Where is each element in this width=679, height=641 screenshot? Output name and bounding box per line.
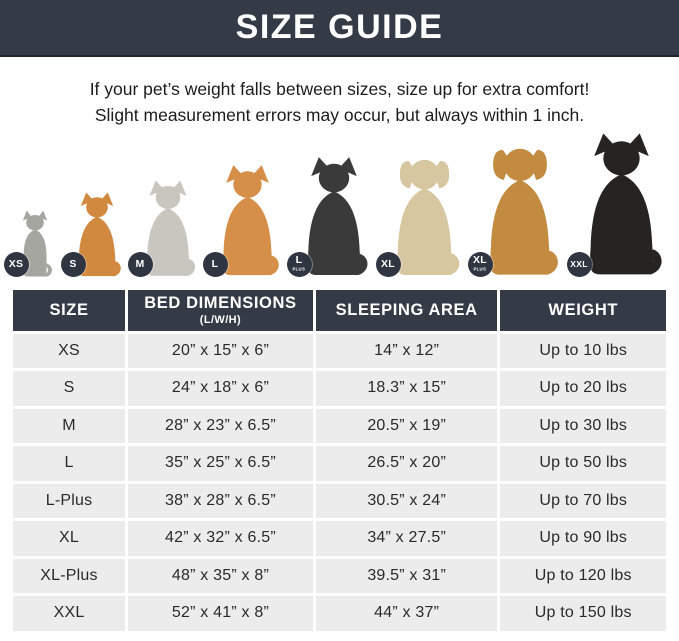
sleeping-area-cell: 34” x 27.5” — [315, 521, 498, 556]
size-row-l: L 35” x 25” x 6.5” 26.5” x 20” Up to 50 lbs — [13, 446, 666, 481]
weight-cell: Up to 70 lbs — [500, 483, 666, 518]
column-header-bed-dimensions: BED DIMENSIONS (L/W/H) — [128, 289, 313, 331]
size-badge: XL — [375, 251, 401, 277]
size-row-xs: XS 20” x 15” x 6” 14” x 12” Up to 10 lbs — [13, 333, 666, 368]
weight-cell: Up to 90 lbs — [500, 521, 666, 556]
size-cell: M — [13, 408, 126, 443]
size-row-xl: XL 42” x 32” x 6.5” 34” x 27.5” Up to 90 lb… — [13, 521, 666, 556]
size-cell: S — [13, 371, 126, 406]
size-badge-label: XXL — [570, 258, 588, 269]
pet-golden-retriever: XL PLUS — [467, 139, 563, 279]
column-header-size: SIZE — [13, 289, 126, 331]
size-row-l-plus: L-Plus 38” x 28” x 6.5” 30.5” x 24” Up to 7… — [13, 483, 666, 518]
header-bar: SIZE GUIDE — [0, 0, 679, 57]
size-cell: L-Plus — [13, 483, 126, 518]
sleeping-area-cell: 44” x 37” — [315, 596, 498, 631]
size-badge: S — [60, 251, 86, 277]
sleeping-area-cell: 18.3” x 15” — [315, 371, 498, 406]
size-badge: L — [202, 251, 228, 277]
size-row-m: M 28” x 23” x 6.5” 20.5” x 19” Up to 30 lbs — [13, 408, 666, 443]
pet-shiba-inu: L — [202, 163, 283, 279]
size-badge: L PLUS — [286, 251, 312, 277]
weight-cell: Up to 50 lbs — [500, 446, 666, 481]
size-badge-label: XL — [380, 257, 396, 270]
weight-cell: Up to 20 lbs — [500, 371, 666, 406]
size-badge-label: L — [295, 254, 303, 267]
size-badge-label: L — [211, 257, 219, 270]
pet-gray-cat: XS — [3, 207, 57, 279]
sleeping-area-cell: 30.5” x 24” — [315, 483, 498, 518]
size-badge-label: S — [69, 257, 77, 270]
size-row-s: S 24” x 18” x 6” 18.3” x 15” Up to 20 lbs — [13, 371, 666, 406]
bed-dimensions-cell: 38” x 28” x 6.5” — [128, 483, 313, 518]
weight-cell: Up to 30 lbs — [500, 408, 666, 443]
sleeping-area-cell: 39.5” x 31” — [315, 558, 498, 593]
bed-dimensions-cell: 20” x 15” x 6” — [128, 333, 313, 368]
size-cell: XL — [13, 521, 126, 556]
pet-french-bulldog: M — [127, 179, 199, 279]
sleeping-area-cell: 14” x 12” — [315, 333, 498, 368]
pet-size-lineup: XS S M L L PLUS XL — [3, 131, 671, 283]
subtitle: If your pet’s weight falls between sizes… — [0, 76, 679, 129]
sleeping-area-cell: 26.5” x 20” — [315, 446, 498, 481]
column-header-sleeping-area: SLEEPING AREA — [315, 289, 498, 331]
pet-doberman: XXL — [566, 131, 667, 279]
pet-labrador: XL — [375, 151, 464, 279]
page-title: SIZE GUIDE — [235, 8, 444, 46]
weight-cell: Up to 120 lbs — [500, 558, 666, 593]
table-header-row: SIZE BED DIMENSIONS (L/W/H) SLEEPING ARE… — [13, 289, 666, 331]
weight-cell: Up to 10 lbs — [500, 333, 666, 368]
size-table: SIZE BED DIMENSIONS (L/W/H) SLEEPING ARE… — [10, 287, 669, 634]
size-badge-sub-label: PLUS — [292, 267, 306, 272]
bed-dimensions-cell: 42” x 32” x 6.5” — [128, 521, 313, 556]
subtitle-line-1: If your pet’s weight falls between sizes… — [89, 79, 590, 99]
bed-dimensions-cell: 48” x 35” x 8” — [128, 558, 313, 593]
size-badge: XL PLUS — [467, 251, 493, 277]
bed-dimensions-cell: 24” x 18” x 6” — [128, 371, 313, 406]
pet-border-collie: L PLUS — [286, 155, 372, 279]
size-row-xxl: XXL 52” x 41” x 8” 44” x 37” Up to 150 lbs — [13, 596, 666, 631]
bed-dimensions-cell: 52” x 41” x 8” — [128, 596, 313, 631]
pet-pomeranian: S — [60, 191, 124, 279]
bed-dimensions-sub-label: (L/W/H) — [199, 314, 242, 326]
sleeping-area-cell: 20.5” x 19” — [315, 408, 498, 443]
bed-dimensions-cell: 28” x 23” x 6.5” — [128, 408, 313, 443]
size-badge: XS — [3, 251, 29, 277]
size-cell: L — [13, 446, 126, 481]
size-badge-label: XL — [472, 254, 488, 267]
bed-dimensions-cell: 35” x 25” x 6.5” — [128, 446, 313, 481]
size-cell: XL-Plus — [13, 558, 126, 593]
size-badge-sub-label: PLUS — [473, 267, 487, 272]
column-header-weight: WEIGHT — [500, 289, 666, 331]
size-cell: XXL — [13, 596, 126, 631]
size-badge-label: XS — [8, 257, 24, 270]
bed-dimensions-label: BED DIMENSIONS — [144, 294, 297, 312]
weight-cell: Up to 150 lbs — [500, 596, 666, 631]
subtitle-line-2: Slight measurement errors may occur, but… — [94, 105, 585, 126]
size-table-body: XS 20” x 15” x 6” 14” x 12” Up to 10 lbs S 24… — [13, 333, 666, 631]
size-row-xl-plus: XL-Plus 48” x 35” x 8” 39.5” x 31” Up to 12… — [13, 558, 666, 593]
size-badge: XXL — [566, 251, 592, 277]
size-badge-label: M — [135, 257, 145, 270]
size-cell: XS — [13, 333, 126, 368]
size-badge: M — [127, 251, 153, 277]
